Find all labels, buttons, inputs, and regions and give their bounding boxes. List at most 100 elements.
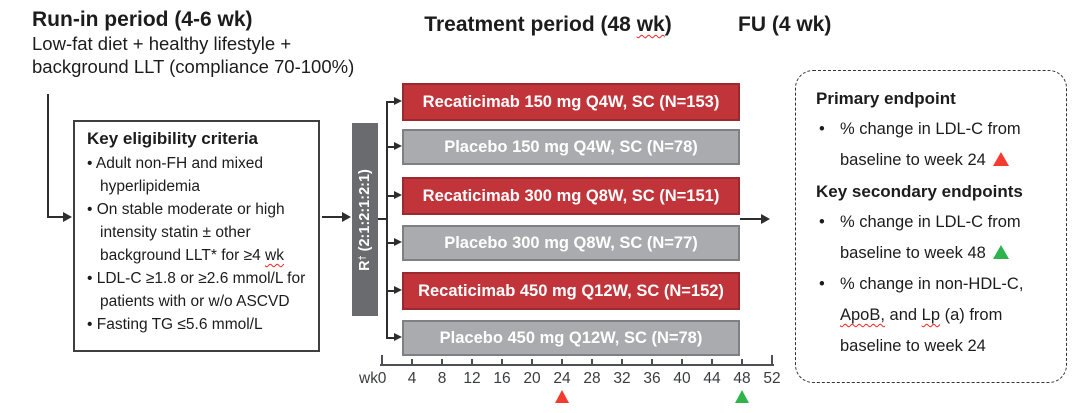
axis-tick-label-wk-16: 16: [493, 370, 511, 387]
text-segment: On stable moderate or high: [96, 201, 285, 218]
eligibility-to-randomization-line: [322, 216, 343, 218]
axis-tick-wk-52: [771, 355, 773, 365]
eligibility-bullet-1-line-1: intensity statin ± other: [87, 221, 314, 244]
randomization-r: R: [357, 259, 373, 271]
text-segment: ApoB,: [840, 306, 885, 324]
axis-tick-label-wk-52: 52: [763, 370, 781, 387]
text-segment: ): [664, 13, 672, 36]
axis-tick-wk-44: [711, 359, 713, 365]
text-segment: % change in non-HDL-C,: [840, 275, 1024, 293]
primary-endpoint-bullet-0: • % change in LDL-C from baseline to week …: [816, 114, 1056, 176]
axis-tick-label-wk-48: 48: [733, 370, 751, 387]
bullet-dot: •: [87, 155, 96, 172]
treatment-period-title: Treatment period (48 wk): [398, 13, 698, 37]
week-axis-unit-label: wk: [359, 370, 378, 387]
axis-tick-wk-32: [621, 359, 623, 365]
text-segment: baseline to week 48: [840, 244, 991, 262]
text-segment: % change in LDL-C from: [840, 213, 1021, 231]
eligibility-bullet-3-line-0: • Fasting TG ≤5.6 mmol/L: [87, 313, 314, 336]
runin-period-title: Run-in period (4-6 wk): [32, 8, 253, 31]
endpoints-box: Primary endpoint • % change in LDL-C from b…: [795, 70, 1067, 383]
branch-line-2: [386, 195, 395, 197]
randomization-stub-line: [378, 218, 387, 220]
eligibility-bullet-0-line-1: hyperlipidemia: [87, 175, 314, 198]
randomization-ratio: (2:1:2:1:2:1): [357, 168, 373, 255]
randomization-label: R† (2:1:2:1:2:1): [357, 169, 373, 271]
axis-tick-label-wk-40: 40: [673, 370, 691, 387]
eligibility-title: Key eligibility criteria: [87, 129, 259, 148]
eligibility-bullet-1-line-2: background LLT* for ≥4 wk: [87, 244, 314, 267]
text-segment: baseline to week 24: [840, 337, 986, 355]
eligibility-criteria-box: Key eligibility criteria • Adult non-FH …: [73, 120, 320, 352]
arms-to-endpoints-arrowhead-icon: [761, 214, 770, 224]
axis-tick-label-wk-8: 8: [437, 370, 447, 387]
green-triangle-icon: [993, 245, 1010, 259]
arm-bar-label: Placebo 450 mg Q12W, SC (N=78): [439, 328, 703, 347]
axis-tick-wk-36: [651, 359, 653, 365]
arm-bar-label: Recaticimab 150 mg Q4W, SC (N=153): [422, 92, 720, 111]
branch-arrowhead-icon-1: [394, 142, 402, 150]
arm-bar-label: Recaticimab 450 mg Q12W, SC (N=152): [418, 281, 724, 300]
branch-arrowhead-icon-0: [394, 97, 402, 105]
axis-tick-label-wk-20: 20: [523, 370, 541, 387]
eligibility-bullet-0-line-0: • Adult non-FH and mixed: [87, 152, 314, 175]
key-secondary-endpoints-bullet-1-line-2: baseline to week 24: [840, 331, 1056, 362]
primary-endpoint-bullet-0-line-0: % change in LDL-C from: [840, 114, 1056, 145]
arm-bar-recaticimab-2: Recaticimab 300 mg Q8W, SC (N=151): [402, 177, 740, 215]
key-secondary-endpoints-bullet-0-line-1: baseline to week 48: [840, 238, 1056, 269]
axis-tick-wk-4: [411, 359, 413, 365]
branch-arrowhead-icon-2: [394, 191, 402, 199]
primary-endpoint-title: Primary endpoint: [816, 89, 956, 108]
week-axis-line: [380, 364, 774, 366]
axis-tick-wk-12: [471, 359, 473, 365]
primary-endpoint-bullet-0-line-1: baseline to week 24: [840, 145, 1056, 176]
fu-period-title: FU (4 wk): [738, 13, 832, 36]
text-segment: Fasting TG ≤5.6 mmol/L: [96, 316, 263, 333]
axis-tick-wk-28: [591, 359, 593, 365]
branch-spine-line: [386, 101, 388, 339]
arm-bar-label: Placebo 150 mg Q4W, SC (N=78): [444, 137, 698, 156]
axis-tick-label-wk-24: 24: [553, 370, 571, 387]
bullet-dot: •: [819, 120, 825, 138]
secondary-endpoint-week-marker: [735, 390, 749, 403]
text-segment: intensity statin ± other: [100, 224, 251, 241]
text-segment: Lp: [921, 306, 941, 324]
eligibility-bullet-2-line-1: patients with or w/o ASCVD: [87, 290, 314, 313]
text-segment: % change in LDL-C from: [840, 120, 1021, 138]
runin-arrowhead-icon: [63, 212, 72, 222]
axis-tick-wk-20: [531, 359, 533, 365]
bullet-dot: •: [87, 201, 97, 218]
axis-tick-label-wk-32: 32: [613, 370, 631, 387]
axis-tick-wk-24: [561, 359, 563, 365]
axis-tick-label-wk-36: 36: [643, 370, 661, 387]
key-secondary-endpoints-bullet-0: • % change in LDL-C from baseline to week …: [816, 207, 1056, 269]
branch-line-3: [386, 242, 395, 244]
branch-line-0: [386, 101, 395, 103]
arm-bar-recaticimab-0: Recaticimab 150 mg Q4W, SC (N=153): [402, 83, 740, 121]
axis-tick-label-wk-28: 28: [583, 370, 601, 387]
text-segment: wk: [636, 13, 665, 36]
branch-line-5: [386, 337, 395, 339]
text-segment: Adult non-FH and mixed: [95, 155, 264, 172]
branch-arrowhead-icon-5: [394, 333, 402, 341]
eligibility-bullet-2-line-0: • LDL-C ≥1.8 or ≥2.6 mmol/L for: [87, 267, 314, 290]
runin-connector-vertical-line: [47, 94, 49, 218]
key-secondary-endpoints-title: Key secondary endpoints: [816, 182, 1023, 201]
randomization-bar: R† (2:1:2:1:2:1): [352, 123, 378, 316]
text-segment: baseline to week 24: [840, 151, 991, 169]
randomization-dagger: †: [357, 254, 367, 260]
text-segment: wk: [265, 247, 284, 264]
key-secondary-endpoints-bullet-0-line-0: % change in LDL-C from: [840, 207, 1056, 238]
eligibility-bullet-1-line-0: • On stable moderate or high: [87, 198, 314, 221]
arm-bar-placebo-3: Placebo 300 mg Q8W, SC (N=77): [402, 225, 740, 261]
endpoints-content: Primary endpoint • % change in LDL-C from b…: [816, 83, 1056, 362]
text-segment: background LLT* for ≥4: [100, 247, 266, 264]
axis-tick-wk-16: [501, 359, 503, 365]
branch-line-4: [386, 290, 395, 292]
red-triangle-icon: [993, 152, 1010, 166]
eligibility-to-randomization-arrowhead-icon: [342, 212, 351, 222]
arm-bar-label: Recaticimab 300 mg Q8W, SC (N=151): [422, 186, 720, 205]
bullet-dot: •: [87, 316, 97, 333]
axis-tick-label-wk-0: 0: [377, 370, 387, 387]
